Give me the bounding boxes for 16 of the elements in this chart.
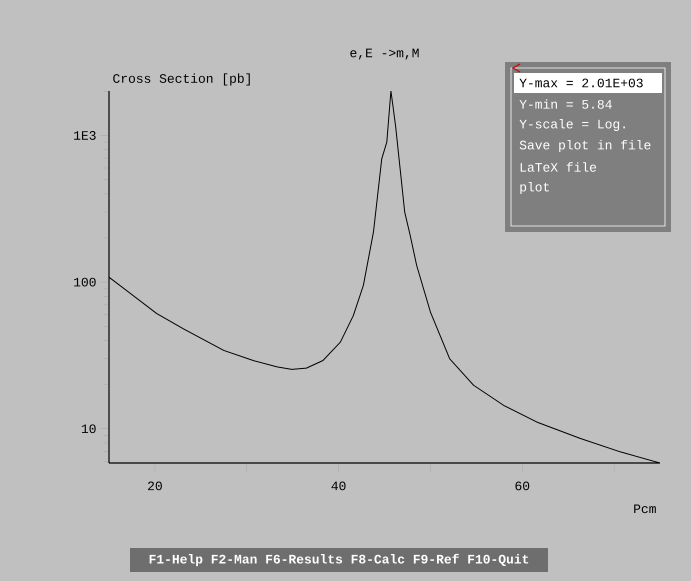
- x-tick-label: 40: [331, 482, 346, 490]
- annotation: plot: [520, 182, 549, 194]
- x-axis-title: Pcm: [634, 504, 656, 514]
- text: Y-max = 2.01E+03: [519, 78, 643, 88]
- chart-title: e,E ->m,M: [350, 48, 419, 60]
- text: F1-Help F2-Man F6-Results F8-Calc F9-Ref F10-Quit: [150, 554, 528, 566]
- x-tick-label: 20: [148, 482, 162, 490]
- y-tick-label: 1E3: [74, 131, 96, 140]
- y-tick-label: 10: [82, 424, 96, 434]
- annotation: Y-scale = Log.: [519, 118, 625, 132]
- annotation: Y-min = 5.84: [519, 99, 612, 109]
- x-tick-label: 60: [515, 482, 530, 490]
- y-tick-label: 100: [74, 278, 96, 286]
- annotation: LaTeX file: [520, 162, 596, 172]
- annotation: Save plot in file: [520, 140, 650, 152]
- y-axis-title: Cross Section [pb]: [113, 73, 250, 86]
